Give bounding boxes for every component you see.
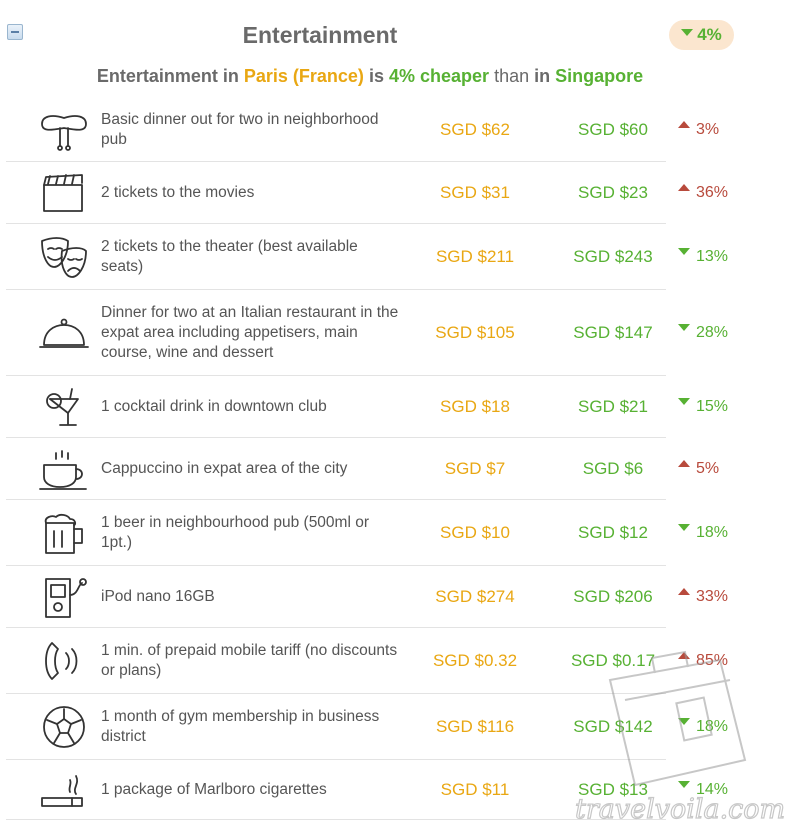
- down-arrow-icon: [678, 780, 690, 788]
- cloche-icon: [38, 311, 90, 355]
- down-arrow-icon: [678, 247, 690, 255]
- cigarette-icon: [38, 768, 90, 812]
- difference-percent: 5%: [696, 459, 720, 477]
- list-item: 2 tickets to the theater (best available…: [6, 224, 728, 290]
- beer-mug-icon: [38, 511, 90, 555]
- list-item: 1 month of gym membership in business di…: [6, 694, 728, 760]
- city-a-name: Paris (France): [243, 66, 364, 86]
- city-b-price: SGD $243: [573, 246, 653, 266]
- price-difference: 33%: [678, 587, 748, 606]
- item-label: 1 cocktail drink in downtown club: [101, 397, 327, 415]
- clapperboard-icon: [38, 171, 90, 215]
- list-item: Basic dinner out for two in neighborhood…: [6, 98, 719, 162]
- cocktail-icon: [38, 385, 90, 429]
- city-a-price: SGD $10: [440, 522, 510, 542]
- up-arrow-icon: [678, 183, 690, 191]
- price-difference: 18%: [678, 717, 748, 736]
- difference-percent: 13%: [696, 247, 729, 265]
- item-label: 1 month of gym membership in business di…: [101, 707, 380, 745]
- down-arrow-icon: [681, 28, 694, 36]
- collapse-toggle-button[interactable]: [7, 24, 23, 40]
- price-difference: 18%: [678, 523, 748, 542]
- list-item: 1 beer in neighbourhood pub (500ml or 1p…: [6, 500, 728, 566]
- item-label: 1 package of Marlboro cigarettes: [101, 780, 327, 798]
- item-label: Cappuccino in expat area of the city: [101, 459, 348, 477]
- section-title: Entertainment: [242, 22, 398, 48]
- city-b-price: SGD $13: [578, 779, 648, 799]
- up-arrow-icon: [678, 120, 690, 128]
- city-a-price: SGD $211: [435, 246, 515, 266]
- city-b-name: Singapore: [555, 66, 644, 86]
- list-item: Cappuccino in expat area of the city SGD …: [6, 438, 719, 500]
- item-label: Basic dinner out for two in neighborhood…: [101, 110, 379, 148]
- difference-percent: 18%: [696, 523, 729, 541]
- city-a-price: SGD $274: [435, 586, 515, 606]
- price-difference: 13%: [678, 247, 748, 266]
- sausage-icon: [38, 108, 90, 152]
- difference-percent: 33%: [696, 587, 729, 605]
- list-item: 1 package of Marlboro cigarettes SGD $11 S…: [6, 760, 728, 820]
- city-a-price: SGD $11: [440, 779, 510, 799]
- up-arrow-icon: [678, 459, 690, 467]
- phone-handset-icon: [38, 639, 90, 683]
- difference-percent: 18%: [696, 717, 729, 735]
- up-arrow-icon: [678, 651, 690, 659]
- difference-percent: 3%: [696, 120, 720, 138]
- ipod-icon: [38, 575, 90, 619]
- city-a-price: SGD $105: [435, 322, 515, 342]
- city-b-price: SGD $21: [578, 396, 648, 416]
- summary-percent: 4% cheaper: [388, 66, 490, 86]
- down-arrow-icon: [678, 397, 690, 405]
- price-difference: 36%: [678, 183, 748, 202]
- city-a-price: SGD $18: [440, 396, 510, 416]
- item-label: 2 tickets to the movies: [101, 183, 255, 201]
- difference-percent: 85%: [696, 651, 729, 669]
- difference-percent: 14%: [696, 780, 729, 798]
- price-difference: 14%: [678, 780, 748, 799]
- item-label: Dinner for two at an Italian restaurant …: [101, 303, 399, 361]
- city-b-price: SGD $60: [578, 119, 648, 139]
- city-a-price: SGD $116: [435, 716, 515, 736]
- list-item: Dinner for two at an Italian restaurant …: [6, 290, 728, 376]
- price-difference: 28%: [678, 323, 748, 342]
- price-difference: 3%: [678, 120, 748, 139]
- city-b-price: SGD $6: [582, 458, 644, 478]
- price-difference: 15%: [678, 397, 748, 416]
- coffee-cup-icon: [38, 447, 90, 491]
- up-arrow-icon: [678, 587, 690, 595]
- list-item: iPod nano 16GB SGD $274 SGD $206 33%: [6, 566, 728, 628]
- city-b-price: SGD $12: [578, 522, 648, 542]
- city-b-price: SGD $142: [573, 716, 653, 736]
- difference-percent: 28%: [696, 323, 729, 341]
- overall-difference-badge: 4%: [669, 20, 734, 50]
- badge-percent: 4%: [697, 25, 722, 44]
- down-arrow-icon: [678, 717, 690, 725]
- list-item: 1 min. of prepaid mobile tariff (no disc…: [6, 628, 728, 694]
- item-label: iPod nano 16GB: [101, 587, 215, 605]
- city-b-price: SGD $23: [578, 182, 648, 202]
- soccer-ball-icon: [38, 705, 90, 749]
- down-arrow-icon: [678, 523, 690, 531]
- price-difference: 85%: [678, 651, 748, 670]
- list-item: 1 cocktail drink in downtown club SGD $18…: [6, 376, 728, 438]
- down-arrow-icon: [678, 323, 690, 331]
- comparison-summary: Entertainment in Paris (France) is 4% ch…: [96, 66, 644, 86]
- city-b-price: SGD $0.17: [570, 650, 656, 670]
- city-a-price: SGD $62: [440, 119, 510, 139]
- list-item: 2 tickets to the movies SGD $31 SGD $23 36%: [6, 162, 728, 224]
- item-label: 1 min. of prepaid mobile tariff (no disc…: [101, 641, 398, 679]
- price-difference: 5%: [678, 459, 748, 478]
- item-label: 2 tickets to the theater (best available…: [101, 237, 358, 275]
- theater-masks-icon: [38, 235, 90, 279]
- difference-percent: 15%: [696, 397, 729, 415]
- city-a-price: SGD $31: [440, 182, 510, 202]
- difference-percent: 36%: [696, 183, 729, 201]
- item-label: 1 beer in neighbourhood pub (500ml or 1p…: [101, 513, 369, 551]
- city-b-price: SGD $206: [573, 586, 653, 606]
- city-a-price: SGD $7: [444, 458, 506, 478]
- city-a-price: SGD $0.32: [432, 650, 518, 670]
- city-b-price: SGD $147: [573, 322, 653, 342]
